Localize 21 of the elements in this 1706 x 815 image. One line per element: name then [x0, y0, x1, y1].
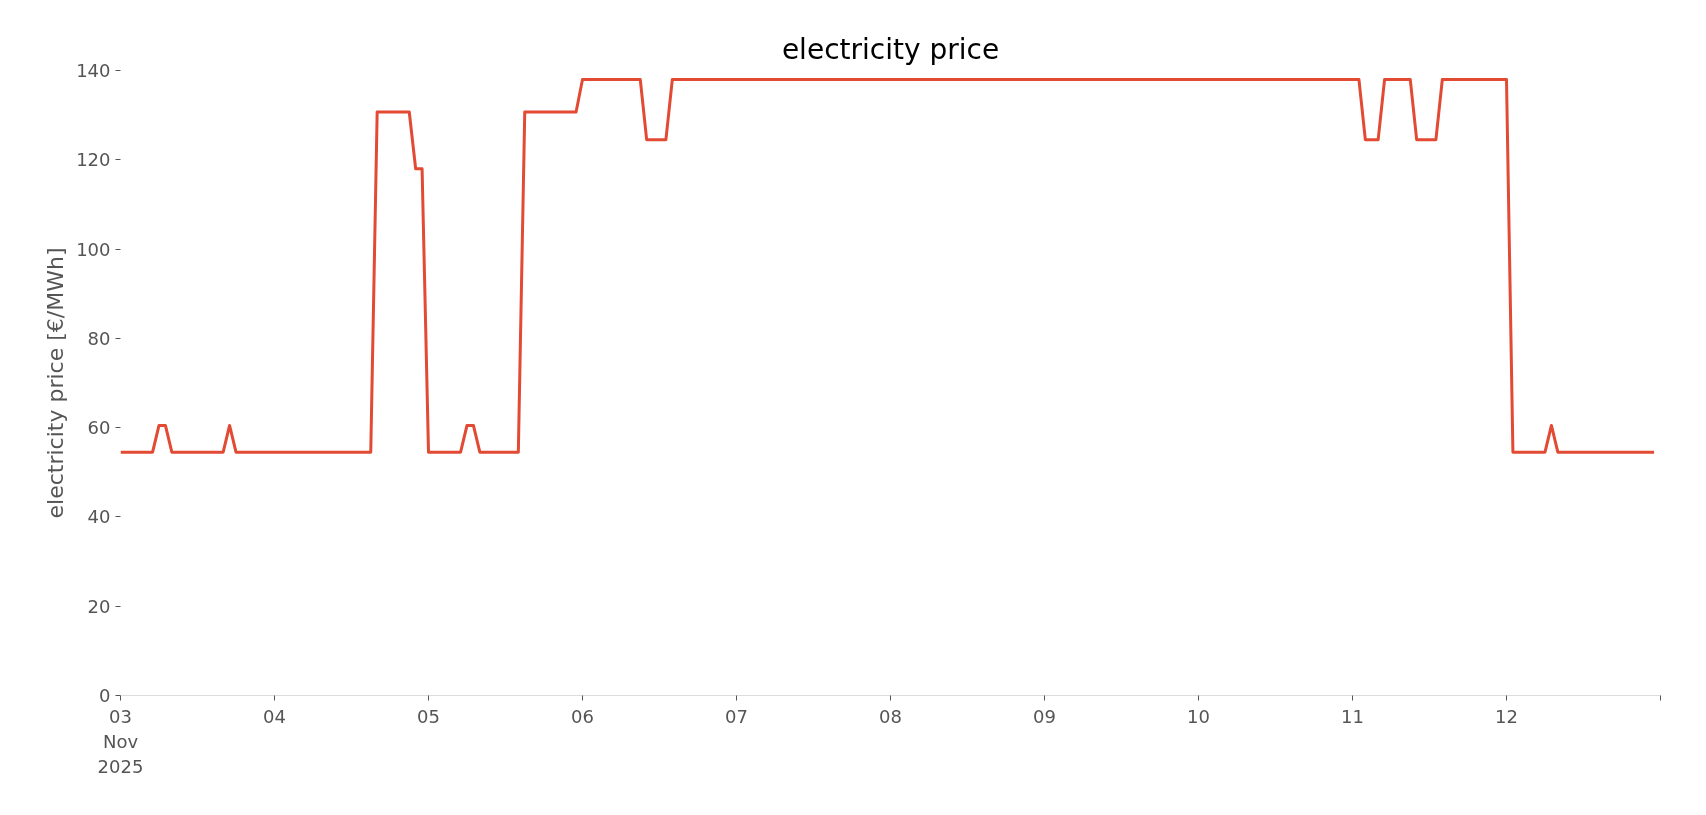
x-tick-label: 10 — [1187, 705, 1210, 727]
x-tick-label: 03 Nov 2025 — [97, 705, 144, 777]
y-tick-label: 0 — [99, 685, 111, 706]
x-tick-label: 06 — [571, 705, 594, 727]
y-tick-label: 100 — [76, 238, 111, 260]
line-series — [120, 77, 1656, 454]
chart-title: electricity price — [781, 32, 1000, 66]
y-tick-label: 20 — [87, 595, 111, 617]
x-tick-label: 08 — [879, 705, 902, 727]
x-tick-label: 11 — [1341, 705, 1364, 727]
x-tick-label: 05 — [417, 705, 440, 727]
y-tick-label: 40 — [87, 506, 111, 528]
x-tick-label: 04 — [263, 705, 286, 727]
y-tick-label: 80 — [87, 327, 111, 349]
x-tick-label: 09 — [1033, 705, 1056, 727]
x-tick-label: 07 — [725, 705, 748, 727]
y-axis-title: electricity price [€/MWh] — [43, 247, 69, 519]
y-tick-label: 60 — [87, 417, 111, 439]
y-tick-label: 120 — [76, 149, 111, 171]
y-tick-label: 140 — [76, 60, 111, 81]
x-tick-label: 12 — [1495, 705, 1518, 727]
